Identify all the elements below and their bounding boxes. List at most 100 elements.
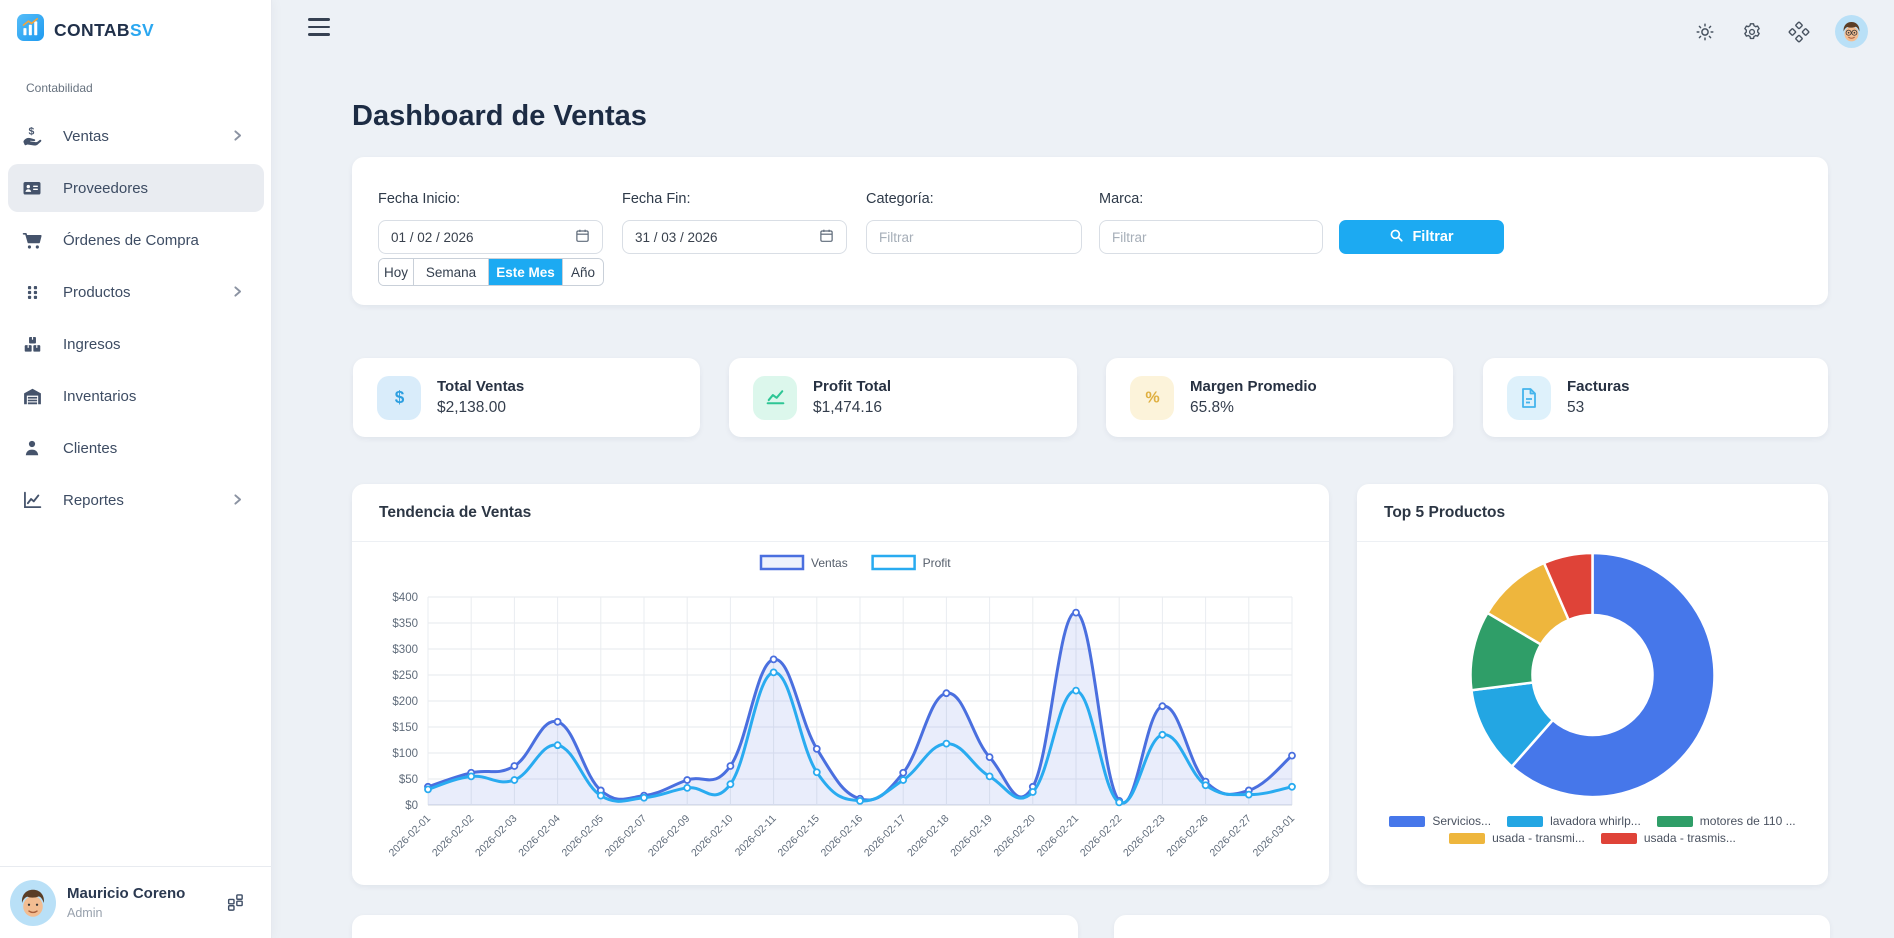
- kpi-value: $2,138.00: [437, 399, 506, 416]
- kpi-value: $1,474.16: [813, 399, 882, 416]
- sidebar-item-reportes[interactable]: Reportes: [8, 476, 264, 524]
- legend-row: usada - transmi... usada - trasmis...: [1449, 831, 1736, 845]
- legend-swatch: [1507, 815, 1544, 827]
- quick-range-group: Hoy Semana Este Mes Año: [378, 258, 604, 286]
- user-avatar[interactable]: [1835, 15, 1868, 48]
- svg-text:2026-02-20: 2026-02-20: [991, 813, 1038, 860]
- kpi-text: Profit Total $1,474.16: [813, 377, 891, 418]
- legend-label: Servicios...: [1432, 814, 1492, 828]
- sidebar-item-productos[interactable]: Productos: [8, 268, 264, 316]
- user-role: Admin: [67, 906, 103, 920]
- date-input-end[interactable]: 31 / 03 / 2026: [622, 220, 847, 254]
- sidebar-item-clientes[interactable]: Clientes: [8, 424, 264, 472]
- svg-text:$: $: [29, 126, 35, 137]
- date-value: 01 / 02 / 2026: [391, 229, 474, 245]
- user-name: Mauricio Coreno: [67, 885, 186, 902]
- date-input-start[interactable]: 01 / 02 / 2026: [378, 220, 603, 254]
- kpi-value: 65.8%: [1190, 399, 1234, 416]
- top-products-card: Top 5 Productos Servicios... lavadora whi…: [1357, 484, 1828, 885]
- chevron-right-icon: [231, 493, 244, 506]
- filter-panel: Filtrar Hoy Semana Este Mes Año Fecha Inici…: [352, 157, 1828, 305]
- legend-item-usada-transmi[interactable]: usada - transmi...: [1449, 831, 1585, 845]
- brand-name: CONTABSV: [54, 19, 155, 40]
- filter-submit-button[interactable]: Filtrar: [1339, 220, 1504, 254]
- sidebar-user-footer[interactable]: Mauricio Coreno Admin: [0, 866, 272, 938]
- sidebar-item-label: Productos: [63, 283, 131, 301]
- svg-text:2026-02-22: 2026-02-22: [1078, 813, 1125, 860]
- svg-text:$150: $150: [392, 722, 418, 734]
- legend-swatch: [1600, 832, 1637, 844]
- layout-grid-icon[interactable]: [226, 893, 245, 917]
- legend-label: motores de 110 ...: [1699, 814, 1796, 828]
- sidebar-item-label: Reportes: [63, 491, 124, 509]
- svg-text:2026-03-01: 2026-03-01: [1251, 813, 1298, 860]
- svg-text:2026-02-05: 2026-02-05: [559, 813, 606, 860]
- svg-text:$300: $300: [392, 644, 418, 656]
- legend-item-lavadora-whirlp[interactable]: lavadora whirlp...: [1507, 814, 1641, 828]
- sidebar-item-label: Clientes: [63, 439, 118, 457]
- theme-sun-icon[interactable]: [1694, 21, 1716, 43]
- svg-text:$400: $400: [392, 592, 418, 604]
- legend-item-motores-de-110[interactable]: motores de 110 ...: [1656, 814, 1796, 828]
- warehouse-icon: [19, 386, 45, 407]
- legend-label: usada - trasmis...: [1643, 831, 1736, 845]
- legend-item-servicios[interactable]: Servicios...: [1389, 814, 1491, 828]
- svg-text:$: $: [394, 387, 404, 407]
- legend-item-ventas[interactable]: Ventas: [759, 554, 848, 571]
- filter-input-marca[interactable]: [1099, 220, 1323, 254]
- date-value: 31 / 03 / 2026: [635, 229, 718, 245]
- boxes-icon: [19, 334, 45, 355]
- sidebar-item-ingresos[interactable]: Ingresos: [8, 320, 264, 368]
- donut-slice-servicios: [1510, 551, 1716, 799]
- svg-text:2026-02-18: 2026-02-18: [905, 813, 952, 860]
- sidebar: CONTABSV Contabilidad $ Ventas Proveedores…: [0, 0, 272, 938]
- brand-logo[interactable]: CONTABSV: [17, 14, 154, 46]
- calendar-icon: [575, 228, 590, 246]
- kpi-card-facturas: Facturas 53: [1483, 358, 1828, 437]
- donut-slice-usada-trasmis: [1542, 551, 1594, 622]
- sidebar-item-proveedores[interactable]: Proveedores: [8, 164, 264, 212]
- kpi-title: Profit Total: [813, 378, 892, 395]
- svg-text:Profit: Profit: [923, 556, 952, 570]
- sidebar-item-label: Inventarios: [63, 387, 137, 405]
- settings-gear-icon[interactable]: [1741, 21, 1763, 43]
- sidebar-item-ventas[interactable]: $ Ventas: [8, 112, 264, 160]
- svg-text:2026-02-23: 2026-02-23: [1121, 813, 1168, 860]
- svg-text:%: %: [1145, 389, 1159, 407]
- legend-item-usada-trasmis[interactable]: usada - trasmis...: [1600, 831, 1736, 845]
- user-avatar: [10, 880, 56, 931]
- sidebar-toggle-hamburger-icon[interactable]: [308, 18, 330, 36]
- sidebar-menu: $ Ventas Proveedores Órdenes de Compra Produ…: [0, 112, 272, 528]
- contact-card-icon: [19, 178, 45, 198]
- filter-input-categoria[interactable]: [866, 220, 1082, 254]
- legend-item-profit[interactable]: Profit: [871, 554, 952, 571]
- svg-text:2026-02-17: 2026-02-17: [862, 813, 909, 860]
- hand-dollar-icon: $: [19, 125, 45, 147]
- quick-range-este-mes[interactable]: Este Mes: [489, 259, 563, 285]
- quick-range-hoy[interactable]: Hoy: [379, 259, 414, 285]
- legend-label: usada - transmi...: [1492, 831, 1585, 845]
- sidebar-item-label: Órdenes de Compra: [63, 231, 199, 249]
- legend-swatch: [1656, 815, 1693, 827]
- sales-trend-chart: $0 $50 $100 $150 $200 $250 $300 $350 $400 2026-02…: [387, 554, 1298, 860]
- svg-text:2026-02-27: 2026-02-27: [1207, 813, 1254, 860]
- chevron-right-icon: [231, 129, 244, 142]
- sales-trend-title: Tendencia de Ventas: [352, 484, 1329, 542]
- svg-text:2026-02-10: 2026-02-10: [689, 813, 736, 860]
- apps-icon[interactable]: [1788, 21, 1810, 43]
- filter-field-label: Fecha Fin:: [622, 191, 691, 207]
- svg-text:2026-02-11: 2026-02-11: [733, 813, 779, 859]
- svg-text:$350: $350: [392, 618, 418, 630]
- quick-range-ano[interactable]: Año: [563, 259, 603, 285]
- kpi-text: Total Ventas $2,138.00: [437, 377, 524, 418]
- legend-row: Servicios... lavadora whirlp... motores de…: [1389, 814, 1796, 828]
- cart-icon: [19, 230, 45, 251]
- quick-range-semana[interactable]: Semana: [414, 259, 489, 285]
- sidebar-item-inventarios[interactable]: Inventarios: [8, 372, 264, 420]
- svg-text:$100: $100: [392, 748, 418, 760]
- sidebar-item-ordenes-de-compra[interactable]: Órdenes de Compra: [8, 216, 264, 264]
- filter-field-label: Marca:: [1099, 191, 1144, 207]
- svg-text:$0: $0: [405, 800, 418, 812]
- trend-up-icon: [753, 375, 797, 420]
- top-products-donut-chart: [1469, 551, 1716, 799]
